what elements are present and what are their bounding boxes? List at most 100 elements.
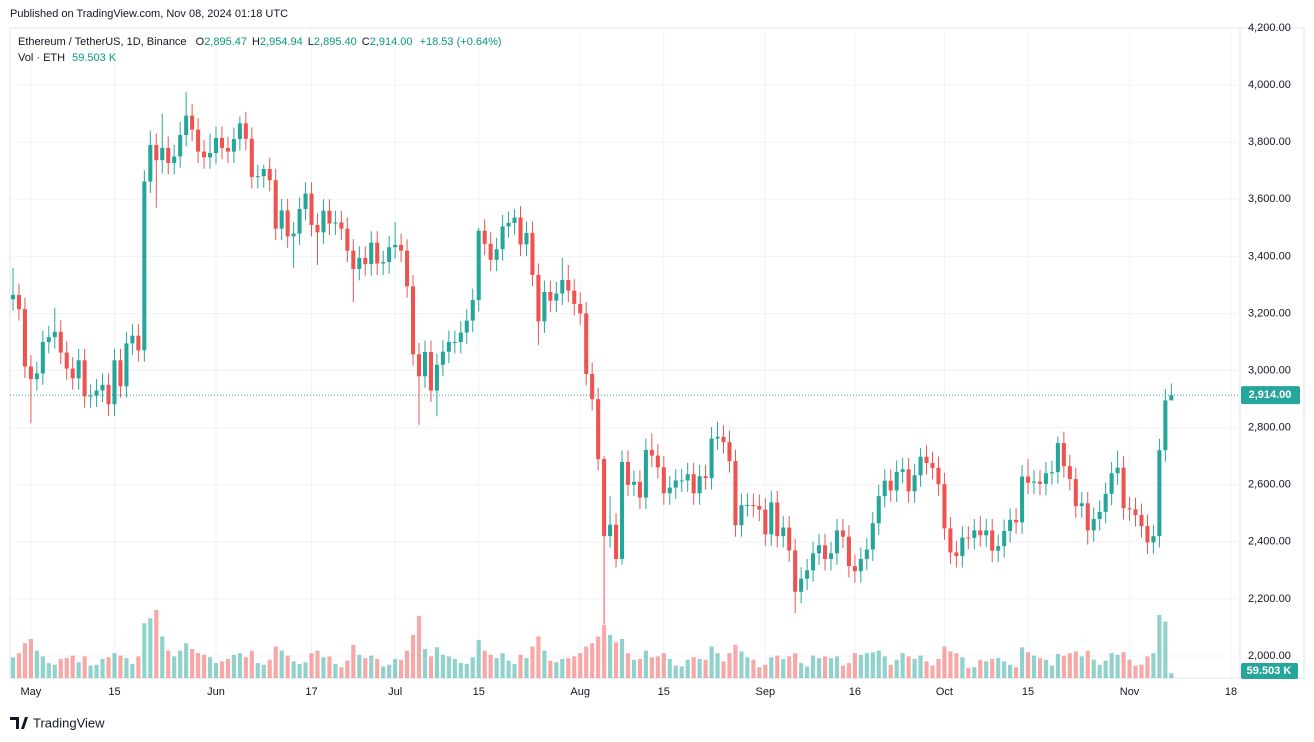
volume-bar — [273, 646, 278, 678]
candle-body — [1169, 395, 1174, 401]
volume-bar — [190, 648, 195, 678]
volume-bar — [745, 657, 750, 678]
candle-body — [769, 502, 774, 535]
candle-body — [715, 436, 720, 439]
candle-body — [1014, 519, 1019, 523]
y-tick-label: 3,600.00 — [1248, 193, 1291, 205]
candle-body — [70, 368, 75, 379]
footer-logo: TradingView — [10, 715, 105, 730]
candle-body — [625, 461, 631, 485]
y-tick-label: 3,200.00 — [1248, 307, 1291, 319]
candle-body — [207, 153, 213, 158]
volume-bar — [160, 636, 165, 678]
volume-bar — [488, 654, 493, 678]
volume-bar — [572, 656, 577, 678]
candle-body — [76, 360, 81, 379]
volume-bar — [416, 615, 422, 678]
y-tick-label: 4,200.00 — [1248, 22, 1291, 34]
volume-bar — [118, 655, 123, 678]
volume-bar — [1049, 665, 1055, 678]
volume-bar — [100, 658, 105, 678]
volume-bar — [721, 661, 726, 678]
candle-body — [130, 335, 135, 344]
candle-body — [106, 384, 111, 405]
candle-body — [422, 351, 428, 377]
x-tick-label: 17 — [305, 686, 317, 698]
candle-body — [297, 208, 302, 234]
published-note: Published on TradingView.com, Nov 08, 20… — [10, 8, 288, 20]
volume-bar — [10, 657, 16, 678]
volume-bar — [178, 650, 183, 678]
volume-bar — [548, 660, 553, 678]
candle-body — [488, 243, 493, 260]
y-tick-label: 2,600.00 — [1248, 479, 1291, 491]
volume-bar — [596, 636, 601, 678]
candle-body — [357, 257, 362, 269]
volume-bar — [1145, 656, 1150, 678]
candle-body — [345, 228, 350, 251]
volume-bar — [363, 658, 368, 678]
candle-body — [500, 226, 505, 250]
volume-bar — [470, 657, 475, 678]
candle-body — [572, 290, 577, 305]
volume-bar — [315, 650, 320, 678]
volume-tag — [1241, 663, 1298, 679]
volume-bar — [58, 658, 63, 678]
candle-body — [1091, 518, 1096, 531]
candle-body — [530, 232, 535, 275]
volume-bar — [948, 651, 953, 678]
volume-bar — [1151, 653, 1156, 678]
candle-body — [858, 558, 863, 572]
candle-body — [709, 438, 714, 479]
volume-bar — [518, 654, 523, 678]
volume-bar — [1133, 665, 1138, 678]
candle-body — [1121, 467, 1126, 509]
candle-body — [781, 527, 786, 537]
volume-bar — [1073, 651, 1078, 678]
volume-bar — [64, 658, 69, 678]
volume-bar — [124, 658, 129, 678]
volume-bar — [1019, 647, 1025, 678]
legend-key: L — [308, 36, 314, 48]
candle-body — [643, 449, 648, 498]
volume-legend-value: 59.503 K — [72, 52, 117, 64]
volume-bar — [685, 659, 690, 678]
y-tick-label: 3,800.00 — [1248, 136, 1291, 148]
candle-body — [339, 222, 344, 229]
candle-body — [554, 293, 559, 301]
volume-bar — [500, 653, 505, 678]
volume-bar — [28, 639, 33, 678]
volume-bar — [88, 665, 93, 678]
legend-change: +18.53 (+0.64%) — [420, 36, 502, 48]
candle-body — [1079, 503, 1084, 507]
volume-bar — [805, 666, 810, 678]
candle-body — [1133, 509, 1138, 515]
candle-body — [596, 399, 601, 460]
candle-body — [512, 217, 517, 223]
candle-body — [124, 343, 129, 387]
candle-body — [1085, 503, 1090, 531]
candle-body — [679, 480, 684, 482]
volume-bar — [1085, 650, 1090, 678]
y-tick-label: 2,200.00 — [1248, 593, 1291, 605]
volume-bar — [1008, 664, 1013, 678]
candle-body — [721, 436, 726, 443]
candle-body — [405, 250, 410, 287]
volume-bar — [1103, 660, 1108, 678]
volume-bar — [918, 655, 923, 678]
volume-bar — [34, 650, 39, 678]
volume-bar — [1139, 664, 1144, 678]
volume-bar — [512, 663, 517, 678]
y-tick-label: 2,800.00 — [1248, 422, 1291, 434]
volume-bar — [1121, 652, 1126, 678]
candle-body — [542, 292, 547, 322]
candle-body — [602, 459, 607, 537]
volume-bar — [172, 656, 177, 678]
volume-bar — [631, 659, 637, 678]
candle-body — [1067, 466, 1072, 480]
volume-bar — [990, 658, 995, 678]
volume-bar — [602, 624, 607, 678]
candle-body — [882, 480, 887, 497]
candle-body — [213, 137, 219, 154]
legend-key: O — [196, 36, 205, 48]
